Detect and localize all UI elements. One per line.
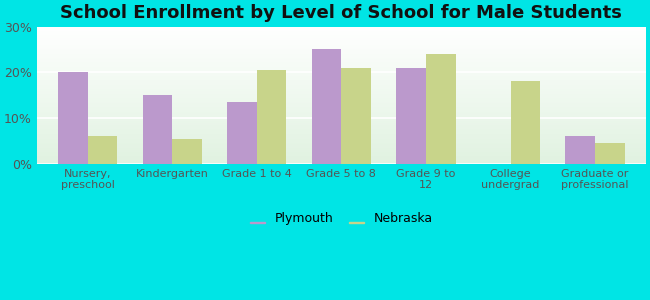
Bar [510,82,540,164]
Bar [595,143,625,164]
Bar [426,54,456,164]
Bar [227,102,257,164]
Bar [88,136,117,164]
Bar [172,139,202,164]
Legend: Plymouth, Nebraska: Plymouth, Nebraska [246,209,437,229]
Bar [312,50,341,164]
Bar [396,68,426,164]
Bar [566,136,595,164]
Bar [341,68,371,164]
Bar [257,70,287,164]
Bar [58,72,88,164]
Bar [142,95,172,164]
Title: School Enrollment by Level of School for Male Students: School Enrollment by Level of School for… [60,4,622,22]
